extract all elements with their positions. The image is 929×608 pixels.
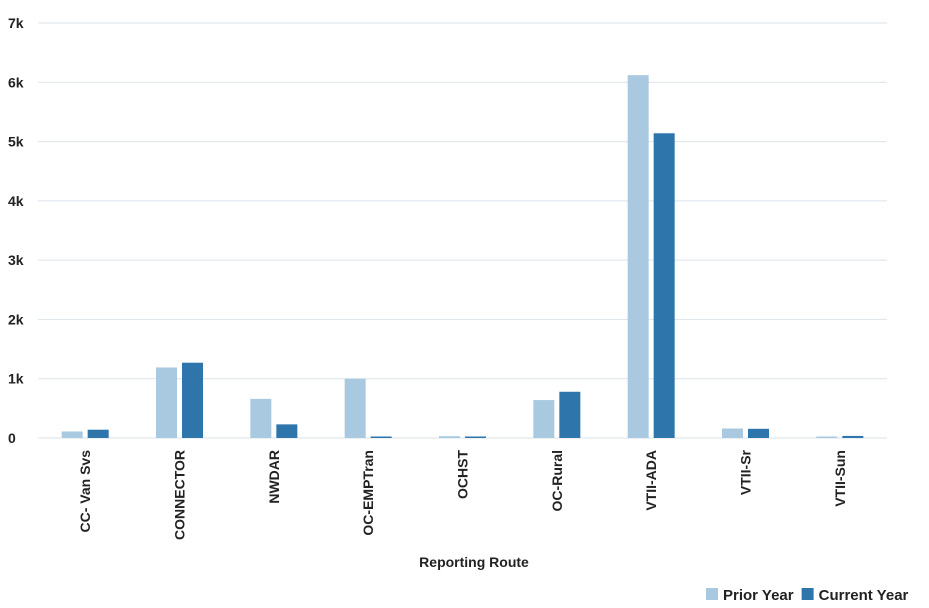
bar-prior-year-2 xyxy=(250,398,272,438)
bar-current-year-7 xyxy=(748,428,769,438)
bar-prior-year-8 xyxy=(816,436,838,438)
x-tick-label: OCHST xyxy=(455,450,471,499)
bar-current-year-0 xyxy=(87,429,109,438)
x-axis-ticks: CC- Van Svs CONNECTOR NWDAR OC-EMPTran OCHST… xyxy=(77,449,848,540)
x-tick-label: OC-EMPTran xyxy=(360,450,376,536)
x-tick-label: CONNECTOR xyxy=(172,450,188,540)
y-axis-ticks: 0 1k 2k 3k 4k 5k 6k 7k xyxy=(8,15,24,446)
y-tick-label: 3k xyxy=(8,252,24,268)
gridlines xyxy=(38,22,887,439)
bar-prior-year-1 xyxy=(156,367,177,438)
x-tick-label: NWDAR xyxy=(266,450,282,504)
bar-current-year-2 xyxy=(276,424,298,438)
y-tick-label: 5k xyxy=(8,134,24,150)
bar-current-year-6 xyxy=(653,133,675,438)
bar-current-year-5 xyxy=(559,391,581,438)
bar-current-year-8 xyxy=(842,435,864,438)
y-tick-label: 2k xyxy=(8,311,24,327)
x-tick-label: OC-Rural xyxy=(549,450,565,511)
legend-label: Current Year xyxy=(819,587,909,604)
bar-prior-year-0 xyxy=(61,431,83,438)
x-tick-label: VTII-Sun xyxy=(832,450,848,507)
y-tick-label: 1k xyxy=(8,371,24,387)
bar-current-year-1 xyxy=(182,362,203,438)
bar-prior-year-3 xyxy=(344,378,366,438)
x-tick-label: VTII-Sr xyxy=(738,449,754,495)
bar-prior-year-5 xyxy=(533,400,555,438)
bar-prior-year-7 xyxy=(722,428,743,438)
legend-swatch-current-year xyxy=(801,588,814,600)
y-tick-label: 4k xyxy=(8,193,24,209)
x-tick-label: CC- Van Svs xyxy=(77,450,93,533)
bars xyxy=(61,75,864,439)
y-tick-label: 0 xyxy=(8,430,16,446)
y-tick-label: 7k xyxy=(8,15,24,31)
x-tick-label: VTII-ADA xyxy=(643,450,659,511)
bar-current-year-3 xyxy=(370,436,392,438)
bar-current-year-4 xyxy=(465,436,486,438)
legend: Prior Year Current Year xyxy=(706,587,909,604)
bar-prior-year-4 xyxy=(439,436,460,438)
bar-prior-year-6 xyxy=(627,75,649,439)
x-axis-title: Reporting Route xyxy=(419,554,529,570)
legend-swatch-prior-year xyxy=(706,588,718,600)
legend-label: Prior Year xyxy=(723,587,794,604)
y-tick-label: 6k xyxy=(8,74,24,90)
